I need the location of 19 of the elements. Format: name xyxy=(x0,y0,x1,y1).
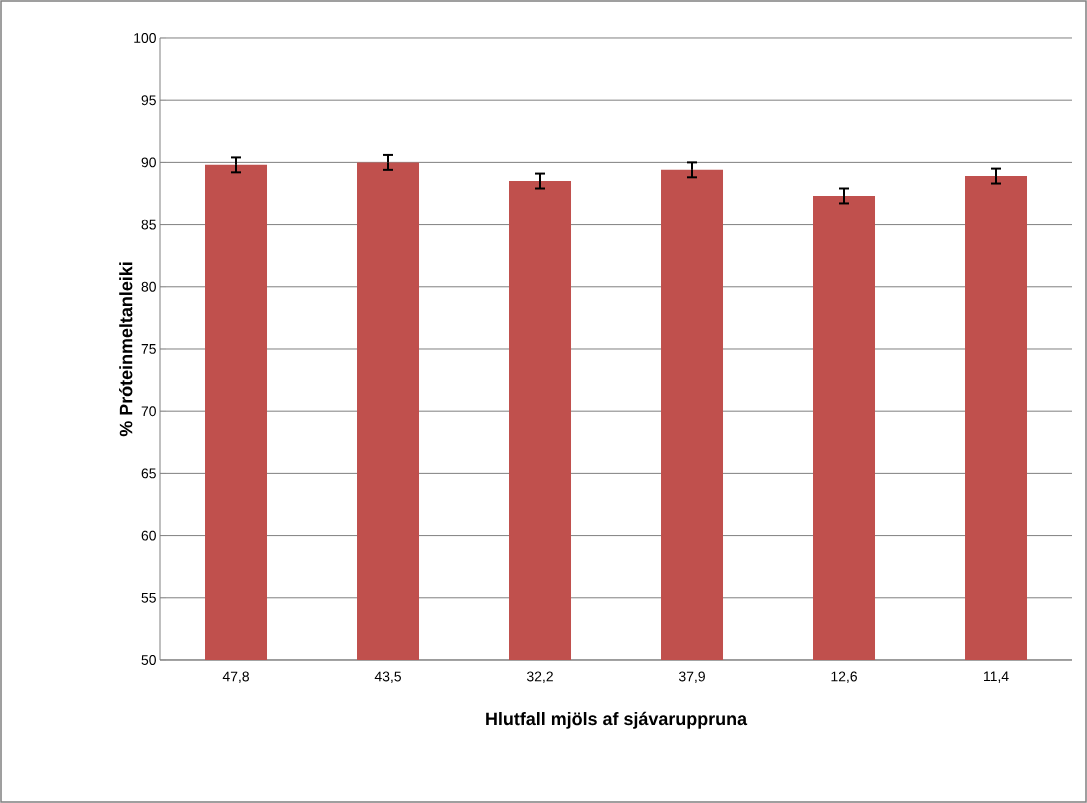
x-tick-label: 37,9 xyxy=(678,671,705,684)
y-axis-title: % Próteinmeltanleiki xyxy=(119,262,133,437)
y-tick-label: 80 xyxy=(141,281,156,292)
y-tick-label: 50 xyxy=(141,655,156,665)
y-tick-label: 55 xyxy=(141,592,156,603)
x-axis-title: Hlutfall mjöls af sjávaruppruna xyxy=(486,711,748,729)
y-tick-label: 95 xyxy=(141,95,156,106)
x-tick-label: 43,5 xyxy=(374,671,401,684)
x-tick-label: 11,4 xyxy=(984,671,1009,683)
x-tick-label: 47,8 xyxy=(222,671,249,684)
y-tick-label: 75 xyxy=(141,344,156,354)
y-tick-label: 70 xyxy=(141,406,156,417)
x-tick-label: 12,6 xyxy=(831,671,857,684)
y-tick-label: 100 xyxy=(134,33,156,43)
x-tick-label: 32,2 xyxy=(526,671,553,684)
y-tick-label: 90 xyxy=(141,157,156,168)
y-tick-label: 60 xyxy=(141,530,156,541)
y-tick-label: 85 xyxy=(141,219,156,230)
y-tick-label: 65 xyxy=(141,468,156,479)
